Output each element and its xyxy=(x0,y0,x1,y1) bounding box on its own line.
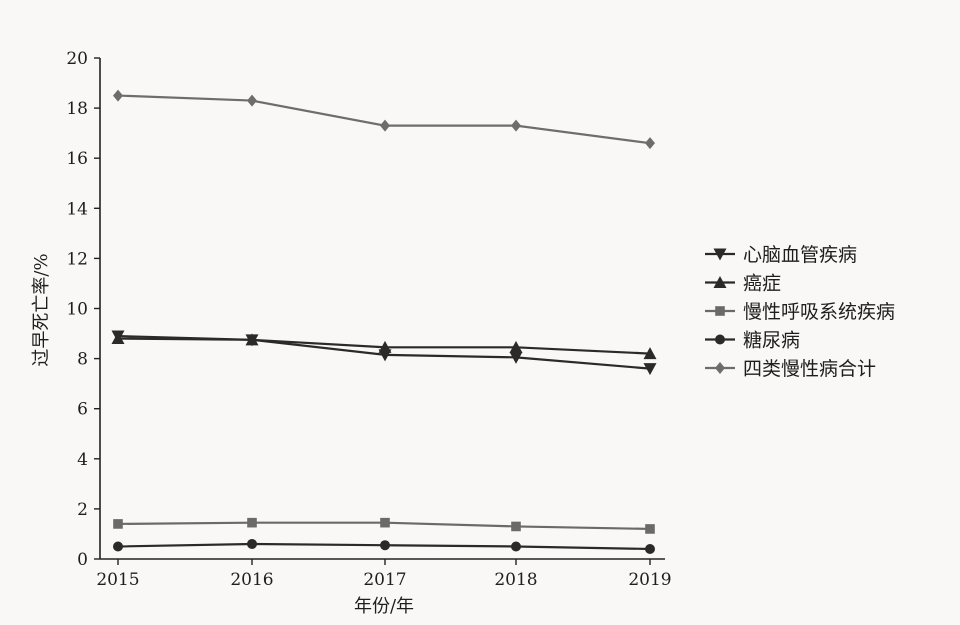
data-point xyxy=(247,517,257,528)
data-point xyxy=(113,519,123,529)
data-point xyxy=(511,119,521,132)
y-tick-label: 4 xyxy=(77,450,88,470)
data-point xyxy=(511,541,521,552)
legend-item: 慢性呼吸系统疾病 xyxy=(705,301,895,323)
data-point xyxy=(111,332,125,345)
series-1 xyxy=(111,332,657,360)
y-tick-label: 20 xyxy=(66,49,88,69)
y-axis-title: 过早死亡率/% xyxy=(31,253,52,366)
legend-swatch-marker xyxy=(715,306,725,316)
legend-item: 四类慢性病合计 xyxy=(705,358,876,380)
y-axis-ticks: 0 2 4 6 8 10 12 14 16 18 20 xyxy=(66,49,100,570)
data-point xyxy=(509,340,523,353)
x-axis-title: 年份/年 xyxy=(354,596,414,617)
x-tick-label: 2015 xyxy=(96,570,139,590)
x-tick-label: 2019 xyxy=(628,570,671,590)
legend-swatch-marker xyxy=(715,334,725,345)
legend-item: 心脑血管疾病 xyxy=(705,244,857,266)
x-tick-label: 2017 xyxy=(363,570,406,590)
y-tick-label: 16 xyxy=(66,149,88,169)
y-tick-label: 14 xyxy=(66,199,88,219)
legend-label: 慢性呼吸系统疾病 xyxy=(743,301,895,323)
series-0 xyxy=(111,330,657,376)
data-point xyxy=(643,363,657,376)
y-tick-label: 12 xyxy=(66,249,88,269)
legend-item: 糖尿病 xyxy=(705,330,800,352)
data-point xyxy=(645,524,655,534)
x-tick-label: 2018 xyxy=(494,570,537,590)
series-3 xyxy=(113,538,655,554)
y-tick-label: 0 xyxy=(77,550,88,570)
data-point xyxy=(511,521,521,532)
series-4 xyxy=(113,89,655,150)
data-point xyxy=(643,347,657,360)
x-axis-ticks: 2015 2016 2017 2018 2019 xyxy=(96,559,672,590)
legend-swatch-marker xyxy=(715,362,725,374)
legend-label: 癌症 xyxy=(743,273,781,295)
data-point xyxy=(380,119,390,132)
y-tick-label: 6 xyxy=(77,400,88,420)
data-point xyxy=(113,541,123,552)
series-layer xyxy=(111,89,657,554)
data-point xyxy=(245,333,259,346)
legend-swatch-marker xyxy=(713,276,727,288)
y-tick-label: 18 xyxy=(66,99,88,119)
data-point xyxy=(378,340,392,353)
data-point xyxy=(645,137,655,150)
data-point xyxy=(645,543,655,554)
legend-label: 四类慢性病合计 xyxy=(743,358,876,380)
x-tick-label: 2016 xyxy=(230,570,273,590)
legend-item: 癌症 xyxy=(705,273,781,295)
legend-swatch-marker xyxy=(713,248,727,261)
data-point xyxy=(380,517,390,528)
y-tick-label: 2 xyxy=(77,500,88,520)
y-tick-label: 10 xyxy=(66,300,88,320)
data-point xyxy=(247,94,257,107)
legend-label: 心脑血管疾病 xyxy=(743,244,857,266)
data-point xyxy=(380,540,390,551)
data-point xyxy=(247,538,257,549)
data-point xyxy=(509,351,523,364)
data-point xyxy=(113,89,123,102)
legend-label: 糖尿病 xyxy=(743,330,800,352)
series-line xyxy=(117,94,651,145)
y-tick-label: 8 xyxy=(77,350,88,370)
series-2 xyxy=(113,517,655,534)
